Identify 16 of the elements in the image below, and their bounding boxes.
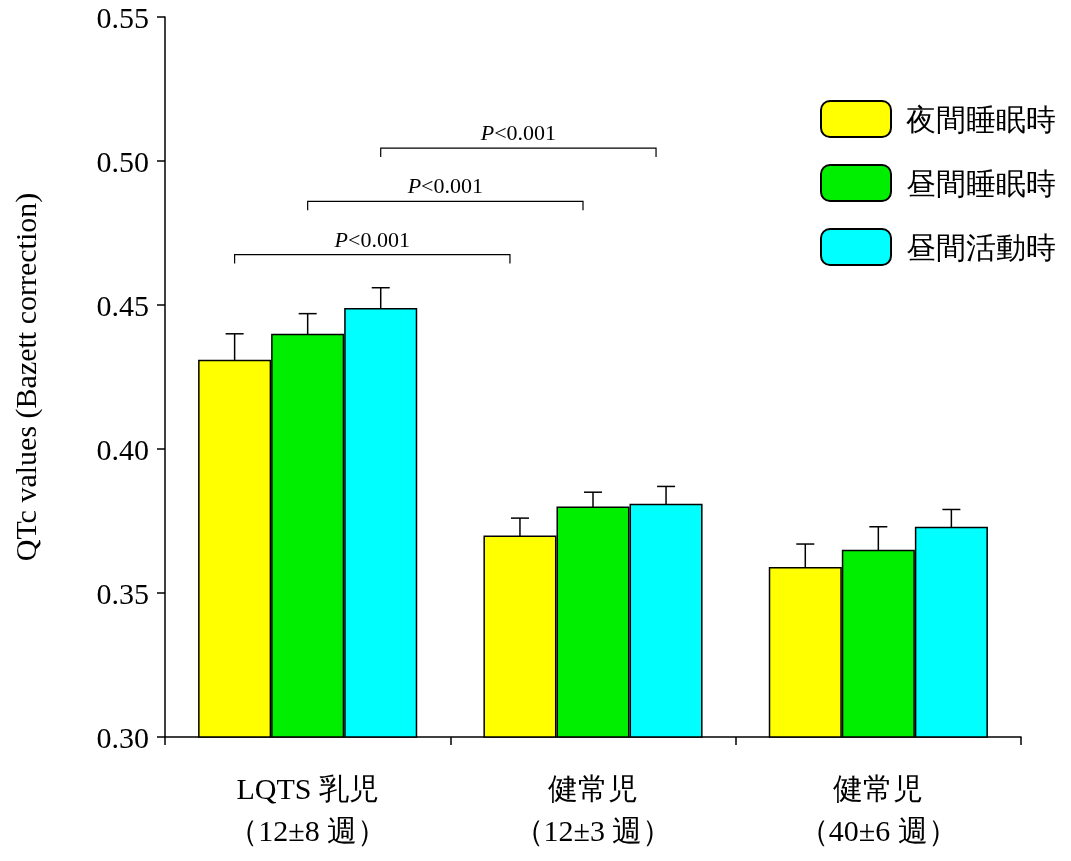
legend-label: 夜間睡眠時 <box>906 102 1056 136</box>
y-axis-title: QTc values (Bazett correction) <box>8 192 43 562</box>
annotation: P<0.001 <box>333 226 410 252</box>
y-tick-label: 0.45 <box>96 288 149 322</box>
y-tick-label: 0.55 <box>96 0 149 34</box>
y-tick-label: 0.50 <box>96 144 149 178</box>
y-tick-label: 0.35 <box>96 576 149 610</box>
legend-label: 昼間活動時 <box>906 230 1056 264</box>
y-tick-label: 0.30 <box>96 720 149 754</box>
x-tick-label: 健常児（40±6 週） <box>798 771 958 847</box>
annotation: P<0.001 <box>479 120 557 146</box>
annotation: P<0.001 <box>406 173 484 199</box>
x-tick-label: 健常児（12±3 週） <box>513 771 673 847</box>
y-tick-label: 0.40 <box>96 432 149 466</box>
x-tick-label: LQTS 乳児（12±8 週） <box>228 771 388 847</box>
legend-label: 昼間睡眠時 <box>906 166 1056 200</box>
